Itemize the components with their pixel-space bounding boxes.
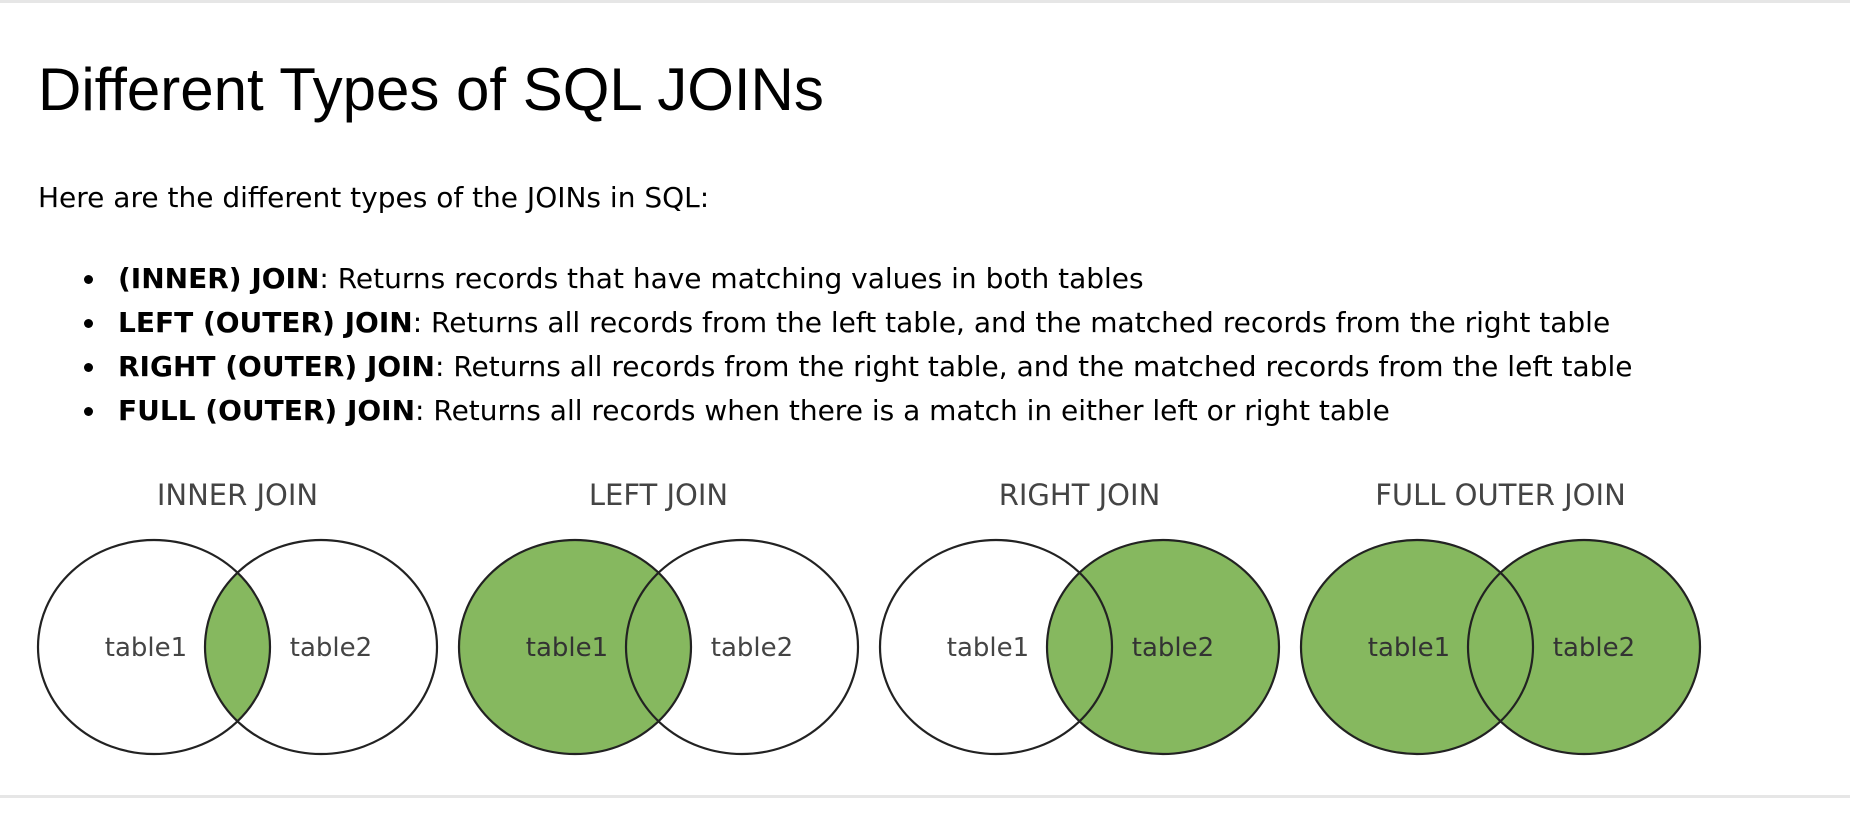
join-term: RIGHT (OUTER) JOIN <box>118 350 435 383</box>
list-item: RIGHT (OUTER) JOIN: Returns all records … <box>38 345 1632 389</box>
venn-right-label: table2 <box>290 633 372 663</box>
bottom-divider <box>0 795 1850 798</box>
venn-diagram: FULL OUTER JOIN table1 table2 <box>1299 478 1702 756</box>
venn-left-circle <box>36 538 272 756</box>
join-description: : Returns all records from the right tab… <box>434 350 1633 383</box>
list-item: (INNER) JOIN: Returns records that have … <box>38 257 1632 301</box>
venn-right-label: table2 <box>1553 633 1635 663</box>
venn-right-circle <box>1466 538 1702 756</box>
join-term: LEFT (OUTER) JOIN <box>118 306 413 339</box>
venn-left-label: table1 <box>947 633 1029 663</box>
venn-left-label: table1 <box>1368 633 1450 663</box>
venn-left-circle <box>1299 538 1535 756</box>
join-diagrams: INNER JOIN table1 table2 LEFT JOIN table1 tab… <box>0 460 1850 780</box>
venn-left-circle <box>457 538 693 756</box>
join-description: : Returns records that have matching val… <box>319 262 1144 295</box>
intro-text: Here are the different types of the JOIN… <box>38 181 710 214</box>
venn-left-label: table1 <box>526 633 608 663</box>
venn-right-circle <box>203 538 439 756</box>
venn-right-circle <box>1045 538 1281 756</box>
venn-right-label: table2 <box>711 633 793 663</box>
venn-left-label: table1 <box>105 633 187 663</box>
list-item: FULL (OUTER) JOIN: Returns all records w… <box>38 389 1632 433</box>
list-item: LEFT (OUTER) JOIN: Returns all records f… <box>38 301 1632 345</box>
bullet-icon <box>84 407 93 416</box>
join-description: : Returns all records when there is a ma… <box>415 394 1390 427</box>
bullet-icon <box>84 319 93 328</box>
bullet-icon <box>84 363 93 372</box>
venn-diagram: LEFT JOIN table1 table2 <box>457 478 860 756</box>
venn-title: RIGHT JOIN <box>999 478 1161 512</box>
venn-left-circle <box>878 538 1114 756</box>
venn-title: LEFT JOIN <box>589 478 728 512</box>
venn-title: FULL OUTER JOIN <box>1375 478 1626 512</box>
top-divider <box>0 0 1850 3</box>
venn-title: INNER JOIN <box>157 478 318 512</box>
venn-diagram: INNER JOIN table1 table2 <box>36 478 439 756</box>
bullet-icon <box>84 275 93 284</box>
venn-diagram: RIGHT JOIN table1 table2 <box>878 478 1281 756</box>
page-title: Different Types of SQL JOINs <box>38 56 824 123</box>
venn-left-circle-fill <box>1301 540 1533 754</box>
venn-right-circle-fill <box>1468 540 1700 754</box>
venn-right-circle-fill <box>1047 540 1279 754</box>
venn-right-label: table2 <box>1132 633 1214 663</box>
venn-right-circle <box>624 538 860 756</box>
join-term: FULL (OUTER) JOIN <box>118 394 416 427</box>
venn-left-circle-fill <box>459 540 691 754</box>
join-types-list: (INNER) JOIN: Returns records that have … <box>38 257 1632 433</box>
join-description: : Returns all records from the left tabl… <box>412 306 1611 339</box>
join-term: (INNER) JOIN <box>118 262 320 295</box>
join-venn-diagrams: INNER JOIN table1 table2 LEFT JOIN table1 tab… <box>36 478 1702 756</box>
